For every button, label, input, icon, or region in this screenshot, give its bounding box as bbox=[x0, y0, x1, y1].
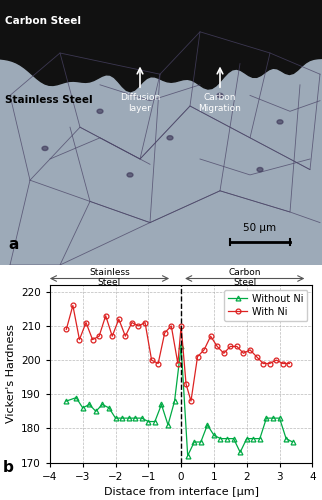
Without Ni bbox=[238, 450, 242, 456]
With Ni bbox=[137, 323, 140, 329]
With Ni bbox=[90, 336, 94, 342]
With Ni bbox=[209, 333, 213, 339]
With Ni bbox=[202, 347, 206, 353]
X-axis label: Distace from interface [μm]: Distace from interface [μm] bbox=[104, 487, 259, 497]
With Ni bbox=[64, 326, 68, 332]
Without Ni bbox=[205, 422, 209, 428]
Without Ni bbox=[199, 439, 203, 445]
Without Ni bbox=[264, 415, 268, 421]
Text: Diffusion
layer: Diffusion layer bbox=[120, 94, 160, 112]
With Ni bbox=[179, 323, 183, 329]
Text: a: a bbox=[8, 238, 18, 252]
Without Ni bbox=[127, 415, 130, 421]
Without Ni bbox=[284, 436, 288, 442]
With Ni bbox=[255, 354, 259, 360]
With Ni bbox=[84, 320, 88, 326]
With Ni bbox=[169, 323, 173, 329]
With Ni bbox=[288, 360, 291, 366]
Text: Carbon
Migration: Carbon Migration bbox=[199, 94, 242, 112]
Without Ni bbox=[74, 394, 78, 400]
Ellipse shape bbox=[257, 168, 263, 172]
Without Ni bbox=[219, 436, 223, 442]
Without Ni bbox=[153, 418, 157, 424]
With Ni bbox=[150, 357, 154, 363]
Text: 50 μm: 50 μm bbox=[243, 223, 277, 233]
With Ni bbox=[97, 333, 101, 339]
Text: Carbon Steel: Carbon Steel bbox=[5, 16, 81, 26]
With Ni bbox=[228, 344, 232, 349]
Without Ni bbox=[166, 422, 170, 428]
With Ni bbox=[248, 347, 252, 353]
Without Ni bbox=[258, 436, 262, 442]
With Ni bbox=[215, 344, 219, 349]
With Ni bbox=[242, 350, 245, 356]
Text: Stainless Steel: Stainless Steel bbox=[5, 96, 93, 106]
Without Ni bbox=[140, 415, 144, 421]
With Ni bbox=[156, 360, 160, 366]
Without Ni bbox=[159, 402, 163, 407]
With Ni bbox=[189, 398, 193, 404]
With Ni bbox=[222, 350, 226, 356]
With Ni bbox=[130, 320, 134, 326]
Text: Stainless
Steel: Stainless Steel bbox=[89, 268, 130, 287]
With Ni bbox=[274, 357, 278, 363]
With Ni bbox=[143, 320, 147, 326]
With Ni bbox=[104, 312, 108, 318]
Line: Without Ni: Without Ni bbox=[64, 344, 295, 458]
Without Ni bbox=[212, 432, 216, 438]
Ellipse shape bbox=[127, 173, 133, 177]
With Ni bbox=[261, 360, 265, 366]
Without Ni bbox=[120, 415, 124, 421]
Without Ni bbox=[64, 398, 68, 404]
Without Ni bbox=[291, 439, 295, 445]
Without Ni bbox=[251, 436, 255, 442]
With Ni bbox=[110, 333, 114, 339]
With Ni bbox=[235, 344, 239, 349]
Text: b: b bbox=[3, 460, 14, 475]
Without Ni bbox=[278, 415, 281, 421]
Line: With Ni: With Ni bbox=[64, 303, 292, 404]
With Ni bbox=[123, 333, 127, 339]
With Ni bbox=[71, 302, 75, 308]
With Ni bbox=[163, 330, 167, 336]
Without Ni bbox=[232, 436, 235, 442]
Ellipse shape bbox=[217, 94, 223, 98]
Ellipse shape bbox=[97, 109, 103, 114]
Legend: Without Ni, With Ni: Without Ni, With Ni bbox=[224, 290, 308, 320]
Text: Carbon
Steel: Carbon Steel bbox=[229, 268, 261, 287]
Without Ni bbox=[179, 344, 183, 349]
With Ni bbox=[281, 360, 285, 366]
Without Ni bbox=[173, 398, 176, 404]
Without Ni bbox=[186, 452, 190, 458]
Without Ni bbox=[225, 436, 229, 442]
Without Ni bbox=[81, 405, 85, 411]
Ellipse shape bbox=[42, 146, 48, 150]
Polygon shape bbox=[0, 0, 322, 92]
With Ni bbox=[117, 316, 121, 322]
With Ni bbox=[78, 336, 81, 342]
Without Ni bbox=[107, 405, 111, 411]
Ellipse shape bbox=[167, 136, 173, 140]
Y-axis label: Vicker's Hardness: Vicker's Hardness bbox=[5, 324, 15, 423]
Without Ni bbox=[271, 415, 275, 421]
Without Ni bbox=[114, 415, 118, 421]
With Ni bbox=[176, 360, 180, 366]
Without Ni bbox=[100, 402, 104, 407]
Without Ni bbox=[133, 415, 137, 421]
Without Ni bbox=[192, 439, 196, 445]
With Ni bbox=[195, 354, 199, 360]
Without Ni bbox=[245, 436, 249, 442]
Without Ni bbox=[87, 402, 91, 407]
Without Ni bbox=[147, 418, 150, 424]
Ellipse shape bbox=[277, 120, 283, 124]
Without Ni bbox=[94, 408, 98, 414]
With Ni bbox=[268, 360, 272, 366]
With Ni bbox=[184, 381, 188, 387]
